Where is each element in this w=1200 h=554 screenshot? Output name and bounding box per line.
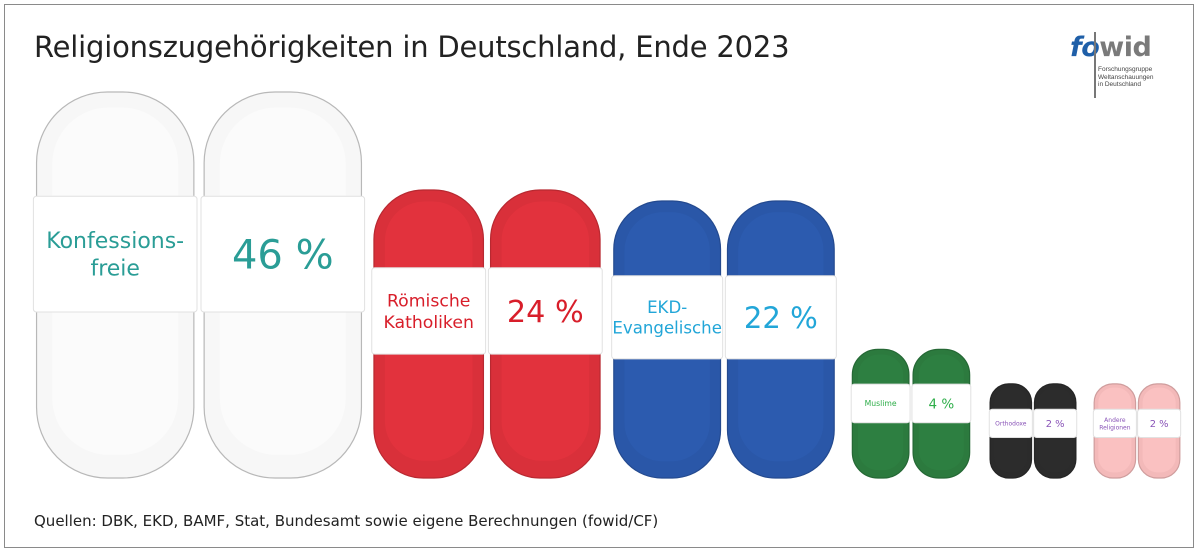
slipper-strap-2-left — [611, 275, 724, 360]
chart-source: Quellen: DBK, EKD, BAMF, Stat, Bundesamt… — [34, 512, 659, 530]
slipper-strap-5-right — [1137, 408, 1182, 439]
category-label-line: EKD- — [647, 298, 687, 317]
slipper-strap-3-right — [911, 383, 972, 424]
logo-line-3: in Deutschland — [1098, 81, 1141, 88]
logo-line-2: Weltanschauungen — [1098, 73, 1154, 81]
category-label-2: EKD- Evangelische — [612, 298, 722, 338]
slipper-pair-1: Römische Katholiken 24 % — [371, 189, 603, 479]
slipper-strap-4-left — [988, 408, 1033, 439]
category-label-line: freie — [90, 257, 140, 282]
value-label-0: 46 % — [232, 233, 334, 279]
chart-title: Religionszugehörigkeiten in Deutschland,… — [34, 30, 790, 64]
category-label-3: Muslime — [865, 399, 897, 408]
category-label-0: Konfessions-freie — [46, 229, 184, 282]
slipper-strap-1-right — [487, 267, 603, 355]
category-label-line: Religionen — [1099, 424, 1131, 431]
value-label-3: 4 % — [929, 396, 955, 412]
category-label-line: Römische — [387, 291, 470, 311]
category-label-line: Katholiken — [383, 313, 473, 333]
slipper-strap-1-left — [371, 267, 487, 355]
slipper-strap-5-left — [1092, 408, 1137, 439]
value-label-1: 24 % — [507, 295, 584, 330]
slipper-strap-2-right — [724, 275, 837, 360]
slipper-pair-2: EKD- Evangelische 22 % — [611, 200, 837, 479]
category-label-1: Römische Katholiken — [383, 291, 473, 333]
slipper-pair-4: Orthodoxe 2 % — [988, 383, 1078, 479]
category-label-4: Orthodoxe — [995, 420, 1027, 427]
slipper-strap-0-right — [200, 195, 366, 313]
value-label-4: 2 % — [1046, 419, 1065, 430]
logo-wid: wid — [1099, 32, 1152, 63]
logo-subtitle: Forschungsgruppe Weltanschauungen in Deu… — [1098, 66, 1154, 89]
value-label-2: 22 % — [744, 301, 818, 335]
slipper-pair-0: Konfessions-freie 46 % — [32, 91, 366, 479]
fowid-logo: fowid Forschungsgruppe Weltanschauungen … — [1066, 30, 1162, 100]
category-label-line: Evangelische — [612, 319, 722, 338]
slipper-strap-4-right — [1033, 408, 1078, 439]
slipper-strap-3-left — [850, 383, 911, 424]
slipper-pair-3: Muslime 4 % — [850, 348, 972, 479]
slipper-strap-0-left — [32, 195, 198, 313]
category-label-line: Muslime — [865, 399, 897, 408]
logo-divider — [1094, 32, 1096, 98]
logo-line-1: Forschungsgruppe — [1098, 66, 1153, 73]
category-label-5: Andere Religionen — [1099, 417, 1131, 432]
category-label-line: Orthodoxe — [995, 420, 1027, 427]
value-label-5: 2 % — [1150, 419, 1169, 430]
slipper-pair-5: Andere Religionen 2 % — [1092, 383, 1182, 479]
category-label-line: Konfessions- — [46, 229, 184, 254]
category-label-line: Andere — [1104, 417, 1126, 424]
